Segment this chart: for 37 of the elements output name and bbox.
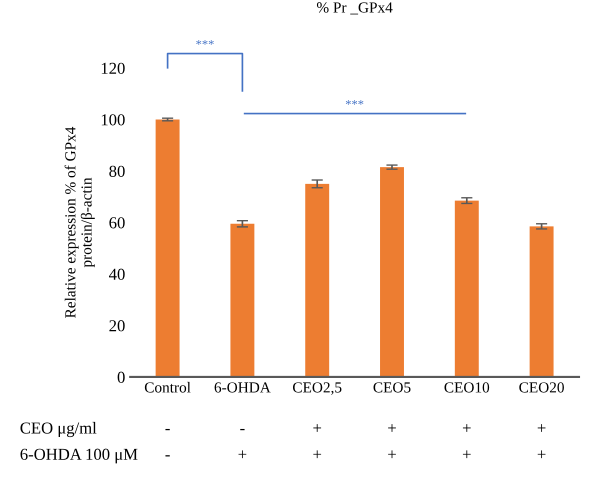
y-tick-label: 20	[109, 320, 125, 332]
text: 6-OHDA 100 μM	[20, 448, 138, 464]
annotation: ***	[346, 100, 364, 105]
text: +	[538, 450, 546, 458]
bar	[454, 200, 479, 377]
x-tick-label: Control	[144, 382, 191, 393]
bar	[230, 224, 254, 377]
text: +	[462, 450, 471, 458]
y-tick-label: 100	[102, 114, 125, 126]
y-tick-label: 40	[109, 268, 125, 280]
x-tick-label: 6-OHDA	[214, 382, 271, 393]
text: -	[165, 428, 170, 430]
text: +	[313, 424, 322, 432]
text: +	[538, 424, 546, 432]
chart-title: % Pr _GPx4	[316, 2, 393, 14]
bar	[380, 167, 404, 377]
text: +	[238, 450, 246, 458]
x-tick-label: CEO5	[374, 382, 410, 393]
x-tick-label: CEO20	[519, 382, 564, 393]
bar	[156, 120, 180, 377]
bar	[530, 226, 554, 377]
text: -	[165, 455, 170, 456]
text: +	[462, 424, 471, 432]
y-tick-label: 0	[118, 372, 125, 383]
y-tick-label: 80	[109, 166, 125, 177]
text: -	[240, 428, 245, 430]
text: +	[388, 424, 396, 432]
y-tick-label: 60	[109, 217, 125, 228]
text: ***	[196, 40, 214, 45]
y-tick-label: 120	[102, 62, 125, 74]
text: +	[388, 450, 396, 458]
text: CEO μg/ml	[20, 422, 96, 438]
text: +	[313, 450, 322, 458]
bar	[305, 184, 330, 377]
x-tick-label: CEO2,5	[293, 382, 342, 395]
x-tick-label: CEO10	[444, 382, 490, 393]
y-axis-title: Relative expression % of GPx4 protein/β-actin	[64, 126, 95, 318]
